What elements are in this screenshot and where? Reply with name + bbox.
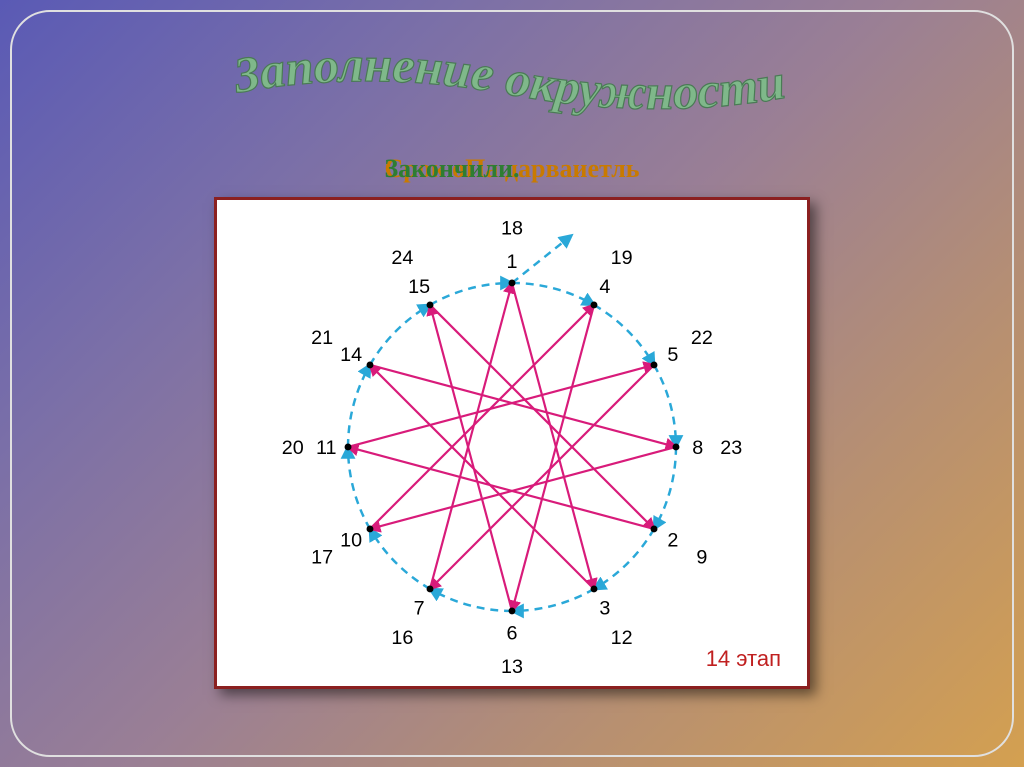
svg-text:7: 7	[414, 598, 425, 620]
svg-text:15: 15	[408, 276, 430, 298]
stage-label: 14 этап	[706, 646, 781, 672]
diagram-box: 118419522823293126137161017112014211524 …	[214, 197, 810, 689]
title-text: Заполнение окружности	[229, 40, 789, 120]
svg-text:14: 14	[340, 344, 362, 366]
slide: Заполнение окружности Срок оПа дарваиетл…	[0, 0, 1024, 767]
svg-text:2: 2	[667, 530, 678, 552]
svg-text:19: 19	[611, 247, 633, 269]
title-wordart: Заполнение окружности	[192, 40, 832, 130]
svg-text:12: 12	[611, 627, 633, 649]
svg-text:4: 4	[599, 276, 610, 298]
slide-frame: Заполнение окружности Срок оПа дарваиетл…	[10, 10, 1014, 757]
svg-text:8: 8	[692, 437, 703, 459]
svg-text:21: 21	[311, 327, 333, 349]
svg-text:Заполнение окружности: Заполнение окружности	[229, 40, 789, 120]
svg-text:23: 23	[720, 437, 742, 459]
svg-text:20: 20	[282, 437, 304, 459]
svg-text:17: 17	[311, 547, 333, 569]
svg-text:18: 18	[501, 218, 523, 240]
svg-text:16: 16	[391, 627, 413, 649]
svg-text:6: 6	[507, 623, 518, 645]
subtitle: Срок оПа дарваиетль Закончили.	[384, 154, 639, 184]
subtitle-green: Закончили.	[384, 154, 519, 184]
circle-diagram: 1 18 419 5 22 8 23 29 312 6 13 716 10 17 11 20 14 21 15 24	[217, 200, 807, 686]
svg-text:3: 3	[599, 598, 610, 620]
svg-text:22: 22	[691, 327, 713, 349]
svg-text:5: 5	[667, 344, 678, 366]
svg-text:9: 9	[696, 547, 707, 569]
svg-text:11: 11	[316, 437, 337, 459]
svg-text:1: 1	[507, 251, 518, 273]
svg-text:24: 24	[391, 247, 413, 269]
svg-text:13: 13	[501, 656, 523, 678]
svg-text:10: 10	[340, 530, 362, 552]
